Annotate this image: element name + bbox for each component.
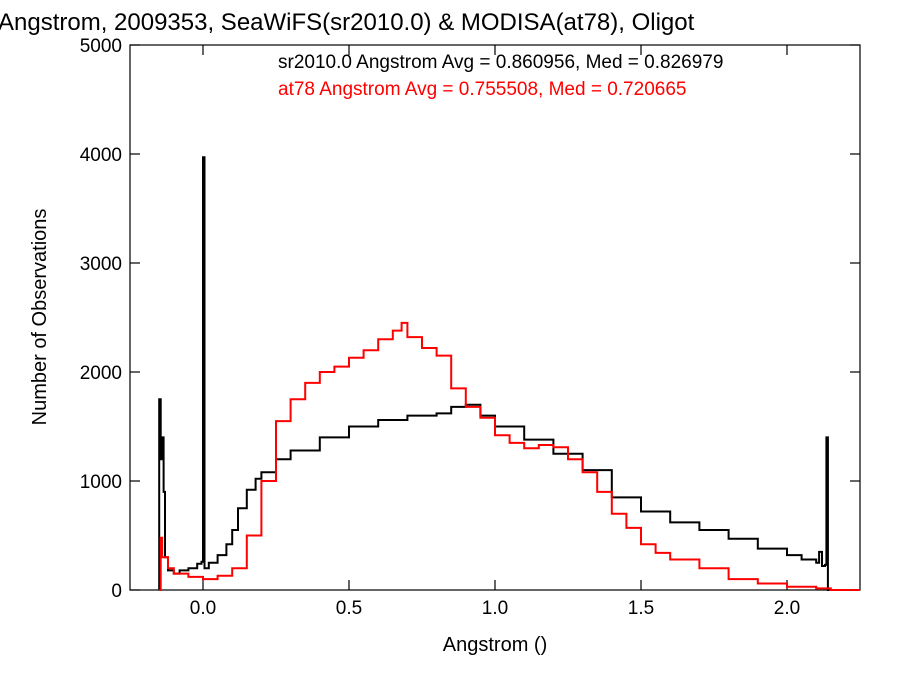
- y-axis-label: Number of Observations: [29, 209, 51, 426]
- y-tick-label: 4000: [80, 145, 122, 166]
- y-tick-label: 2000: [80, 363, 122, 384]
- annotation-black-series-stats: sr2010.0 Angstrom Avg = 0.860956, Med = …: [278, 52, 723, 73]
- x-tick-label: 2.0: [774, 598, 800, 619]
- series-line-red: [159, 321, 860, 591]
- y-tick-label: 0: [111, 581, 122, 602]
- x-tick-label: 0.5: [336, 598, 362, 619]
- annotation-red-series-stats: at78 Angstrom Avg = 0.755508, Med = 0.72…: [278, 79, 686, 100]
- x-tick-label: 1.0: [482, 598, 508, 619]
- chart-title: Angstrom, 2009353, SeaWiFS(sr2010.0) & M…: [0, 9, 695, 36]
- series-layer: [158, 156, 860, 591]
- x-axis-label: Angstrom (): [443, 634, 547, 656]
- x-axis-ticks: 0.0 0.5 1.0 1.5 2.0: [190, 45, 800, 619]
- y-tick-label: 1000: [80, 472, 122, 493]
- x-tick-label: 0.0: [190, 598, 216, 619]
- x-tick-label: 1.5: [628, 598, 654, 619]
- y-axis-ticks: 0 1000 2000 3000 4000 5000: [80, 36, 860, 602]
- y-tick-label: 3000: [80, 254, 122, 275]
- series-line-black: [158, 156, 830, 591]
- y-tick-label: 5000: [80, 36, 122, 57]
